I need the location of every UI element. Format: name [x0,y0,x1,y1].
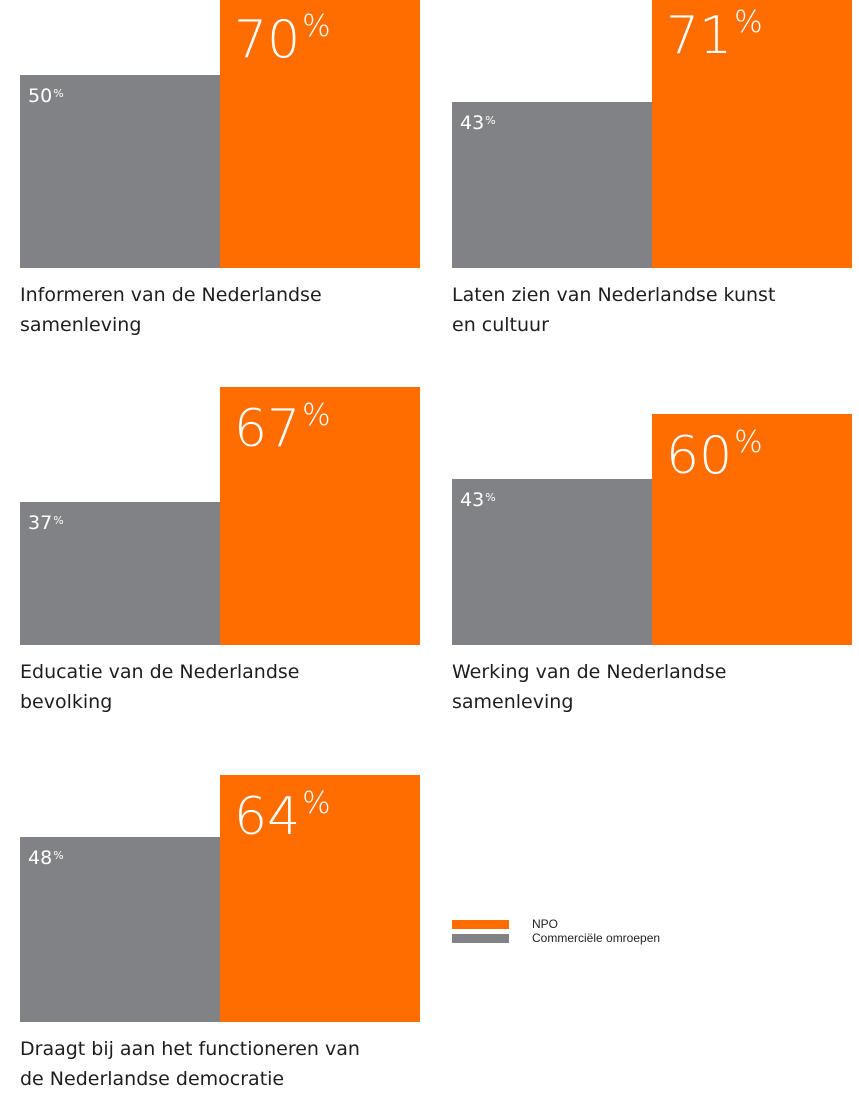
bar-commercial: 43% [452,102,652,268]
data-label-npo: 67% [234,398,331,459]
data-label-commercial: 48% [28,847,64,869]
bar-commercial: 43% [452,479,652,645]
chart-panel: 37% 67% Educatie van de Nederlandse bevolki… [20,377,420,713]
caption-line: de Nederlandse democratie [20,1068,285,1090]
bar-commercial: 37% [20,502,220,645]
caption-line: Laten zien van Nederlandse kunst [452,284,776,306]
legend-label-npo: NPO [532,917,559,931]
caption-line: Educatie van de Nederlandse [20,661,300,683]
legend-label-commercial: Commerciële omroepen [532,931,661,945]
panel-caption: Werking van de Nederlandse samenleving [452,657,812,717]
caption-line: Informeren van de Nederlandse [20,284,322,306]
bar-npo: 60% [652,414,852,645]
data-label-commercial: 43% [460,112,496,134]
bar-npo: 70% [220,0,420,268]
data-label-npo: 64% [234,786,331,847]
data-label-commercial: 50% [28,85,64,107]
bar-commercial: 50% [20,75,220,268]
legend-item-commercial: Commerciële omroepen [452,931,660,945]
legend-swatch-npo [452,919,509,929]
legend-swatch-commercial [452,933,509,943]
data-label-commercial: 43% [460,489,496,511]
bar-npo: 64% [220,775,420,1022]
caption-line: Werking van de Nederlandse [452,661,727,683]
chart-panel: 48% 64% Draagt bij aan het functioneren va… [20,754,420,1090]
caption-line: samenleving [452,691,574,713]
data-label-commercial: 37% [28,512,64,534]
chart-panel: 43% 60% Werking van de Nederlandse samenlev… [452,377,852,713]
caption-line: samenleving [20,314,142,336]
panel-caption: Informeren van de Nederlandse samenleving [20,280,380,340]
data-label-npo: 60% [666,425,763,486]
panel-caption: Draagt bij aan het functioneren van de Ne… [20,1034,380,1094]
chart-panel: 50% 70% Informeren van de Nederlandse samen… [20,0,420,336]
data-label-npo: 70% [234,9,331,70]
bar-commercial: 48% [20,837,220,1022]
caption-line: en cultuur [452,314,549,336]
panel-caption: Laten zien van Nederlandse kunst en cultu… [452,280,812,340]
bar-npo: 67% [220,387,420,645]
caption-line: bevolking [20,691,113,713]
legend: NPO Commerciële omroepen [452,917,660,945]
chart-panel: 43% 71% Laten zien van Nederlandse kunst en… [452,0,852,336]
legend-item-npo: NPO [452,917,660,931]
bar-npo: 71% [652,0,852,268]
panel-caption: Educatie van de Nederlandse bevolking [20,657,380,717]
data-label-npo: 71% [666,5,763,66]
caption-line: Draagt bij aan het functioneren van [20,1038,360,1060]
